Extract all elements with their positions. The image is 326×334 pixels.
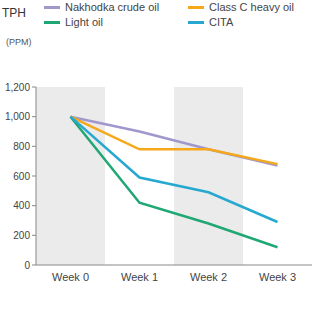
svg-text:800: 800: [13, 141, 30, 152]
svg-text:600: 600: [13, 171, 30, 182]
svg-text:0: 0: [24, 260, 30, 271]
svg-text:Week 0: Week 0: [52, 271, 89, 283]
svg-text:200: 200: [13, 230, 30, 241]
svg-text:Week 3: Week 3: [259, 271, 296, 283]
html-text:CITA: CITA: [209, 16, 234, 28]
svg-text:1,200: 1,200: [8, 82, 30, 93]
html-text:Nakhodka crude oil: Nakhodka crude oil: [65, 1, 160, 13]
svg-text:400: 400: [13, 200, 30, 211]
svg-text:1,000: 1,000: [8, 111, 30, 122]
html-text:Light oil: Light oil: [65, 16, 103, 28]
svg-text:Week 2: Week 2: [190, 271, 227, 283]
html-text:Class C heavy oil: Class C heavy oil: [209, 1, 294, 13]
html-text:(PPM): (PPM): [6, 37, 32, 47]
svg-text:Week 1: Week 1: [121, 271, 158, 283]
html-text:TPH: TPH: [2, 6, 26, 20]
